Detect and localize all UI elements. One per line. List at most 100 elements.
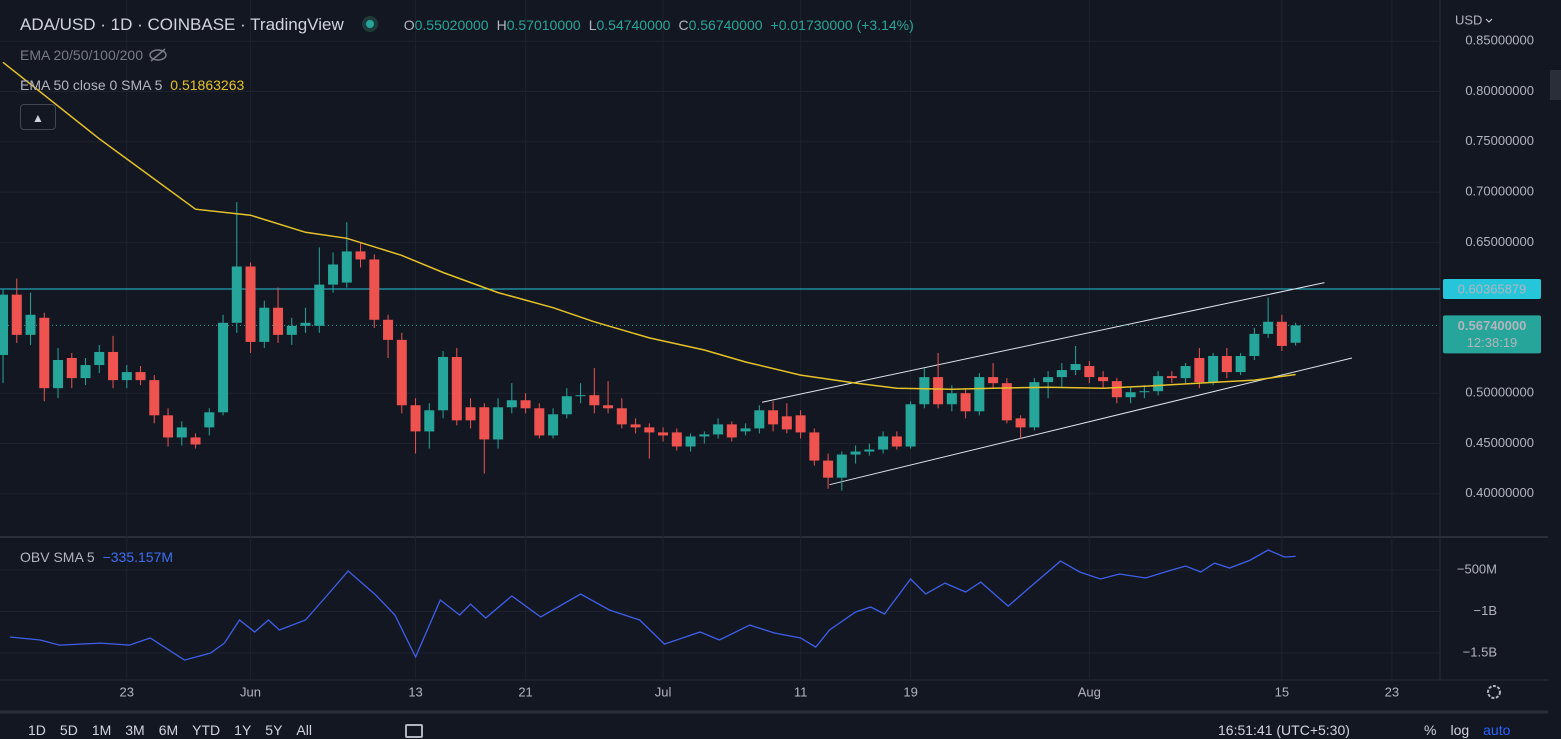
hide-icon[interactable] — [147, 47, 169, 63]
y-tick-label: 0.40000000 — [1465, 485, 1534, 500]
candle-body — [754, 410, 765, 429]
x-tick-label: 15 — [1275, 684, 1289, 699]
range-button[interactable]: 1M — [91, 722, 112, 738]
range-button[interactable]: 5D — [59, 722, 78, 738]
candle-body — [616, 408, 627, 425]
candle-body — [204, 412, 215, 428]
candle-body — [1001, 383, 1012, 421]
candle-body — [1098, 377, 1109, 382]
ohlc-letter: L — [588, 17, 597, 33]
candle-body — [1208, 355, 1219, 383]
trendline — [761, 282, 1325, 403]
candle-body — [328, 264, 339, 285]
indicator-group[interactable]: EMA 20/50/100/200 — [20, 47, 169, 63]
candle-body — [1249, 333, 1260, 356]
candle-body — [25, 314, 36, 335]
candle-body — [699, 434, 710, 437]
candle-body — [561, 396, 572, 415]
candle-body — [451, 356, 462, 421]
candle-body — [988, 377, 999, 384]
candle-body — [534, 408, 545, 436]
candle-body — [493, 407, 504, 440]
ohlc-item: C0.56740000 — [678, 17, 762, 33]
y-tick-label: 0.45000000 — [1465, 435, 1534, 450]
range-button[interactable]: 1Y — [234, 722, 252, 738]
candle-body — [575, 395, 586, 397]
date-range-icon[interactable] — [405, 724, 423, 738]
candle-body — [383, 319, 394, 340]
obv-legend: OBV SMA 5 −335.157M — [20, 549, 173, 565]
symbol-title: ADA/USD · 1D · COINBASE · TradingView — [20, 15, 344, 34]
y-tick-label: 0.70000000 — [1465, 184, 1534, 199]
obv-line — [9, 549, 1296, 661]
ema-value: 0.51863263 — [170, 77, 245, 93]
y-tick-label: −1B — [1474, 603, 1498, 618]
ema-legend: EMA 50 close 0 SMA 5 0.51863263 — [20, 77, 244, 93]
x-tick-label: 21 — [518, 684, 532, 699]
range-button[interactable]: 1D — [28, 722, 46, 738]
range-button[interactable]: All — [296, 722, 312, 738]
candle-body — [39, 317, 50, 389]
obv-name: OBV SMA 5 — [20, 549, 95, 565]
x-tick-label: Jul — [655, 684, 672, 699]
x-tick-label: Jun — [240, 684, 261, 699]
candle-body — [726, 424, 737, 438]
candle-body — [163, 415, 174, 438]
range-button[interactable]: YTD — [192, 722, 221, 738]
candle-body — [300, 322, 311, 326]
candle-body — [1084, 366, 1095, 378]
candle-body — [905, 404, 916, 447]
ema-line — [2, 61, 1296, 390]
candle-body — [1166, 376, 1177, 379]
candle-body — [836, 454, 847, 478]
candle-body — [891, 436, 902, 447]
candle-body — [1043, 377, 1054, 383]
candle-body — [94, 351, 105, 366]
ema-name: EMA 50 close 0 SMA 5 — [20, 77, 163, 93]
option-group: % log auto — [1410, 722, 1510, 738]
y-tick-label: −1.5B — [1463, 644, 1497, 659]
candle-body — [823, 460, 834, 478]
candle-body — [1153, 376, 1164, 392]
candle-body — [713, 424, 724, 435]
indicator-name: EMA 20/50/100/200 — [20, 47, 143, 63]
candle-body — [341, 251, 352, 283]
candle-body — [768, 410, 779, 425]
collapse-button[interactable]: ▲ — [20, 104, 56, 130]
candle-body — [795, 415, 806, 433]
candle-body — [314, 284, 325, 326]
candle-body — [630, 424, 641, 428]
candle-body — [1125, 392, 1136, 398]
ohlc-letter: O — [403, 17, 415, 33]
x-tick-label: 23 — [1385, 684, 1399, 699]
ohlc-item: L0.54740000 — [589, 17, 671, 33]
candle-body — [1139, 391, 1150, 393]
candle-body — [946, 393, 957, 405]
ohlc: O0.55020000 H0.57010000 L0.54740000 C0.5674… — [396, 15, 763, 34]
ohlc-value: 0.55020000 — [414, 17, 489, 33]
y-tick-label: 0.50000000 — [1465, 385, 1534, 400]
range-button[interactable]: 5Y — [265, 722, 283, 738]
level-tag-label: 0.60365879 — [1458, 281, 1527, 296]
candle-body — [190, 437, 201, 445]
candle-body — [1015, 418, 1026, 428]
candle-body — [1221, 355, 1232, 373]
range-button[interactable]: 3M — [125, 722, 145, 738]
last-price-label: 0.56740000 — [1458, 318, 1527, 333]
y-tick-label: 0.65000000 — [1465, 234, 1534, 249]
candle-body — [850, 451, 861, 455]
range-button[interactable]: 6M — [158, 722, 179, 738]
option-button[interactable]: % — [1424, 722, 1437, 738]
range-group: 1D 5D 1M 3M 6M YTD 1Y 5Y All — [14, 722, 312, 738]
candle-body — [245, 266, 256, 342]
clock[interactable]: 16:51:41 (UTC+5:30) — [1218, 722, 1350, 738]
candle-body — [1194, 358, 1205, 383]
candle-body — [135, 372, 146, 381]
option-button[interactable]: log — [1450, 722, 1470, 738]
legend-header: ADA/USD · 1D · COINBASE · TradingView O0.… — [20, 15, 914, 35]
ohlc-value: 0.57010000 — [506, 17, 581, 33]
candle-body — [465, 407, 476, 421]
candle-body — [1180, 366, 1191, 379]
candle-body — [864, 449, 875, 452]
option-button[interactable]: auto — [1483, 722, 1511, 738]
